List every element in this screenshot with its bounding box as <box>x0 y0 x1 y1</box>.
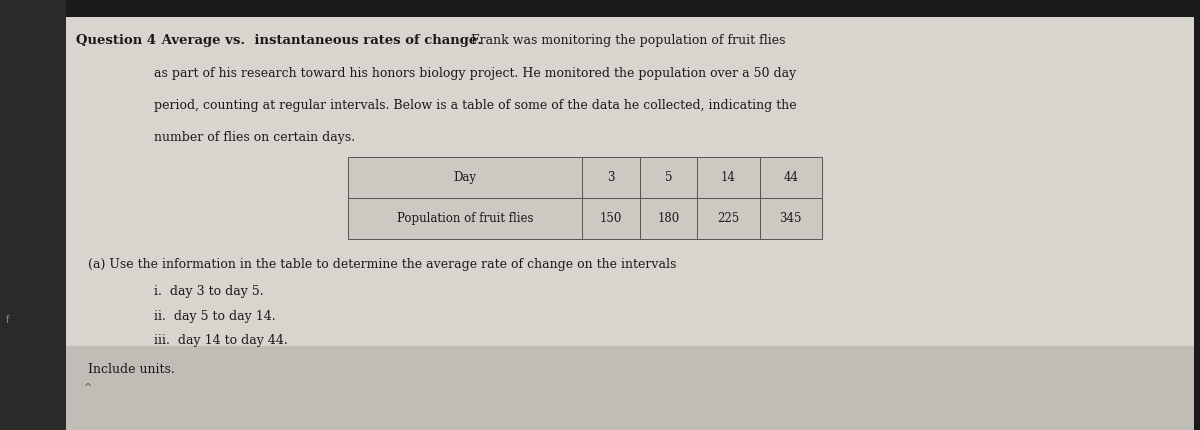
Bar <box>697 157 760 198</box>
Bar <box>582 198 640 239</box>
Text: 44: 44 <box>784 171 798 184</box>
Text: Day: Day <box>454 171 476 184</box>
Text: ii.  day 5 to day 14.: ii. day 5 to day 14. <box>154 310 275 322</box>
Text: 225: 225 <box>718 212 739 225</box>
Text: Population of fruit flies: Population of fruit flies <box>397 212 533 225</box>
Text: Question 4: Question 4 <box>76 34 156 47</box>
Text: 150: 150 <box>600 212 622 225</box>
Bar <box>0 0 66 430</box>
Text: 5: 5 <box>665 171 672 184</box>
Text: (a) Use the information in the table to determine the average rate of change on : (a) Use the information in the table to … <box>88 258 676 271</box>
Text: f: f <box>6 315 10 325</box>
Bar <box>640 198 697 239</box>
Bar <box>348 157 582 198</box>
Text: period, counting at regular intervals. Below is a table of some of the data he c: period, counting at regular intervals. B… <box>154 99 797 112</box>
Text: 14: 14 <box>721 171 736 184</box>
Text: number of flies on certain days.: number of flies on certain days. <box>154 131 355 144</box>
Bar <box>348 198 582 239</box>
Text: Frank was monitoring the population of fruit flies: Frank was monitoring the population of f… <box>467 34 785 47</box>
Bar <box>582 157 640 198</box>
Text: Average vs.  instantaneous rates of change.: Average vs. instantaneous rates of chang… <box>157 34 482 47</box>
Text: ^: ^ <box>84 383 92 393</box>
Bar <box>640 157 697 198</box>
Text: Include units.: Include units. <box>88 363 174 376</box>
Text: i.  day 3 to day 5.: i. day 3 to day 5. <box>154 286 263 298</box>
Text: 180: 180 <box>658 212 679 225</box>
Text: as part of his research toward his honors biology project. He monitored the popu: as part of his research toward his honor… <box>154 67 796 80</box>
Text: iii.  day 14 to day 44.: iii. day 14 to day 44. <box>154 334 287 347</box>
Text: 3: 3 <box>607 171 614 184</box>
Bar <box>66 17 1194 346</box>
Bar <box>760 157 822 198</box>
Bar <box>760 198 822 239</box>
Text: 345: 345 <box>780 212 802 225</box>
Bar <box>66 346 1194 430</box>
Bar <box>697 198 760 239</box>
